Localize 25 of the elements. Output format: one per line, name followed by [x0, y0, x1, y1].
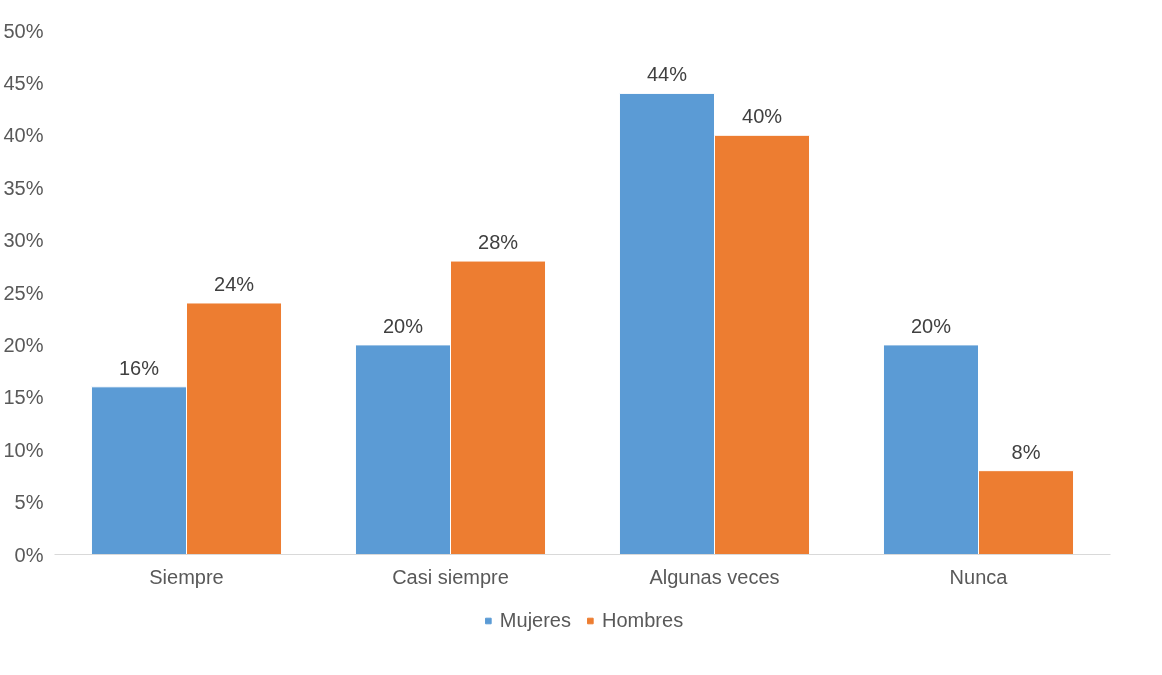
- y-tick-label: 0%: [14, 543, 44, 566]
- y-tick-label: 5%: [14, 491, 44, 514]
- y-tick-label: 10%: [3, 438, 44, 461]
- data-label: 40%: [742, 105, 783, 128]
- y-tick-label: 20%: [3, 333, 44, 356]
- y-tick-label: 40%: [3, 124, 44, 147]
- y-tick-label: 50%: [3, 19, 44, 42]
- y-tick-label: 30%: [3, 229, 44, 252]
- legend-label: Mujeres: [499, 608, 571, 632]
- y-tick-label: 25%: [3, 281, 44, 304]
- x-tick-label: Casi siempre: [392, 565, 509, 588]
- data-label: 44%: [646, 63, 688, 86]
- data-label: 20%: [382, 314, 424, 337]
- x-tick-label: Nunca: [949, 565, 1009, 588]
- y-tick-label: 35%: [3, 176, 44, 199]
- y-tick-label: 45%: [3, 71, 44, 94]
- data-label: 24%: [214, 272, 255, 295]
- data-label: 20%: [910, 314, 952, 337]
- x-tick-label: Siempre: [149, 565, 224, 588]
- data-label: 16%: [118, 356, 160, 379]
- y-tick-label: 15%: [3, 386, 44, 409]
- data-label: 28%: [478, 231, 519, 254]
- x-tick-label: Algunas veces: [649, 565, 780, 588]
- data-label: 8%: [1011, 440, 1041, 463]
- legend-label: Hombres: [602, 608, 684, 632]
